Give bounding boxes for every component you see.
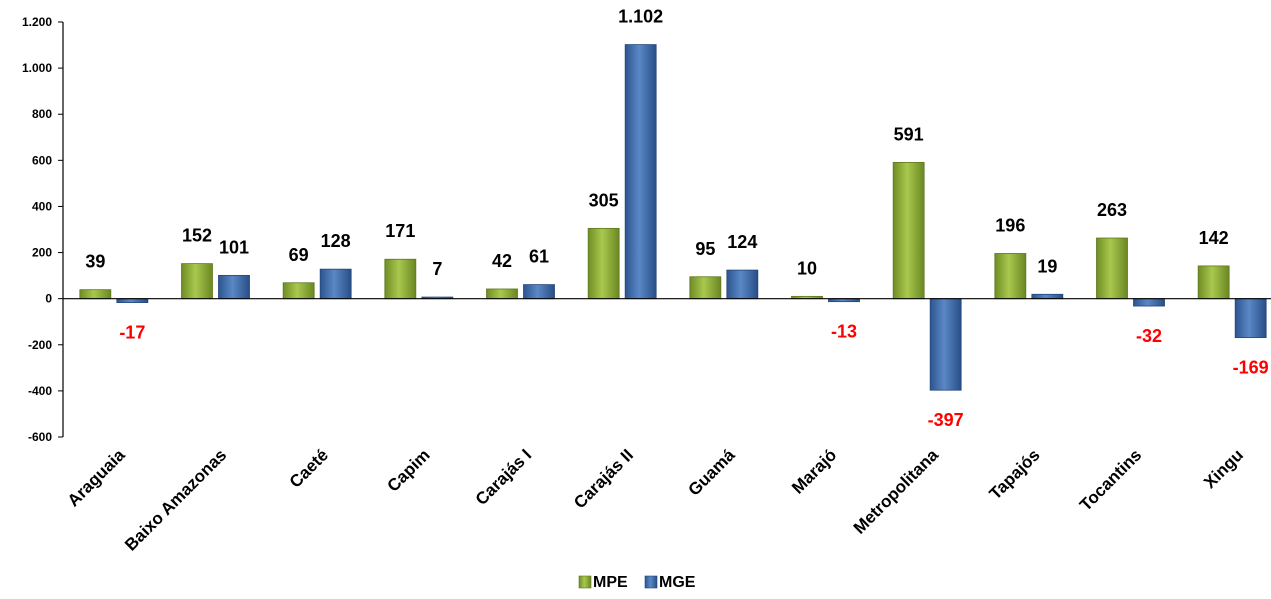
bar-mpe bbox=[994, 253, 1027, 300]
x-category-label: Caeté bbox=[286, 445, 332, 491]
legend-label-mpe: MPE bbox=[593, 574, 628, 591]
bar-mge bbox=[319, 268, 352, 300]
y-tick-label: 400 bbox=[32, 199, 52, 213]
data-label-mge: -397 bbox=[928, 410, 964, 430]
y-tick-label: 200 bbox=[32, 246, 52, 260]
data-label-mpe: 39 bbox=[85, 252, 105, 272]
x-category-label: Tocantins bbox=[1076, 445, 1145, 514]
bar-mge bbox=[929, 298, 962, 391]
y-axis: -600 -400 -200 0 200 400 600 800 1.000 1.200 bbox=[22, 15, 64, 444]
data-label-mpe: 10 bbox=[797, 258, 817, 278]
data-label-mpe: 171 bbox=[385, 221, 415, 241]
bar-mpe bbox=[486, 288, 518, 300]
data-label-mpe: 305 bbox=[589, 190, 619, 210]
data-label-mpe: 42 bbox=[492, 251, 512, 271]
data-label-mge: -13 bbox=[831, 322, 857, 342]
data-label-mpe: 69 bbox=[289, 245, 309, 265]
y-tick-label: -200 bbox=[28, 338, 52, 352]
y-tick-label: 1.200 bbox=[22, 15, 52, 29]
x-category-label: Carajás II bbox=[570, 445, 637, 512]
data-label-mge: 128 bbox=[321, 231, 351, 251]
bar-mge bbox=[1031, 293, 1064, 300]
data-label-mpe: 591 bbox=[894, 124, 924, 144]
data-label-mpe: 142 bbox=[1199, 228, 1229, 248]
data-label-mpe: 196 bbox=[995, 215, 1025, 235]
bar-mge bbox=[1133, 298, 1165, 307]
y-tick-label: 0 bbox=[45, 292, 52, 306]
x-category-label: Tapajós bbox=[986, 445, 1044, 503]
x-category-label: Carajás I bbox=[472, 445, 536, 509]
data-label-mge: 7 bbox=[432, 259, 442, 279]
bars bbox=[79, 44, 1267, 391]
bar-mpe bbox=[181, 263, 213, 300]
y-tick-label: 600 bbox=[32, 153, 52, 167]
bar-mpe bbox=[384, 258, 417, 300]
bar-mge bbox=[1234, 298, 1267, 339]
y-tick-label: -600 bbox=[28, 430, 52, 444]
bar-mpe bbox=[689, 276, 722, 300]
data-label-mge: 1.102 bbox=[618, 7, 663, 27]
bar-mpe bbox=[1197, 265, 1230, 300]
bar-mpe bbox=[1096, 237, 1128, 300]
data-label-mpe: 263 bbox=[1097, 200, 1127, 220]
data-label-mge: 19 bbox=[1037, 256, 1057, 276]
x-category-label: Baixo Amazonas bbox=[121, 445, 230, 554]
data-label-mge: -17 bbox=[119, 323, 145, 343]
bar-mge bbox=[218, 274, 250, 300]
data-label-mge: 124 bbox=[727, 232, 757, 252]
legend-label-mge: MGE bbox=[659, 574, 696, 591]
y-tick-label: 1.000 bbox=[22, 61, 52, 75]
legend-swatch-mge bbox=[644, 575, 658, 589]
x-category-label: Guamá bbox=[684, 445, 739, 500]
data-label-mge: 101 bbox=[219, 237, 249, 257]
x-category-label: Metropolitana bbox=[850, 445, 943, 538]
legend: MPE MGE bbox=[578, 574, 696, 591]
legend-swatch-mpe bbox=[578, 575, 592, 589]
y-tick-label: 800 bbox=[32, 107, 52, 121]
data-label-mpe: 152 bbox=[182, 226, 212, 246]
x-category-label: Xingu bbox=[1200, 445, 1247, 492]
x-category-label: Capim bbox=[383, 445, 433, 495]
data-label-mge: -169 bbox=[1233, 358, 1269, 378]
data-label-mge: 61 bbox=[529, 247, 549, 267]
bar-mge bbox=[523, 284, 555, 300]
data-label-mpe: 95 bbox=[695, 239, 715, 259]
data-labels: 39 -17 152 101 69 128 171 7 42 61 305 1.102 95 124 10 -… bbox=[85, 7, 1268, 431]
y-tick-label: -400 bbox=[28, 384, 52, 398]
x-category-label: Marajó bbox=[788, 445, 840, 497]
bar-mpe bbox=[892, 162, 925, 300]
bar-mge bbox=[726, 269, 759, 300]
x-category-label: Araguaia bbox=[64, 445, 129, 510]
bar-mpe bbox=[282, 282, 315, 300]
bar-mpe bbox=[587, 227, 620, 300]
bar-mge bbox=[624, 44, 657, 300]
data-label-mge: -32 bbox=[1136, 326, 1162, 346]
bar-mpe bbox=[79, 289, 112, 300]
